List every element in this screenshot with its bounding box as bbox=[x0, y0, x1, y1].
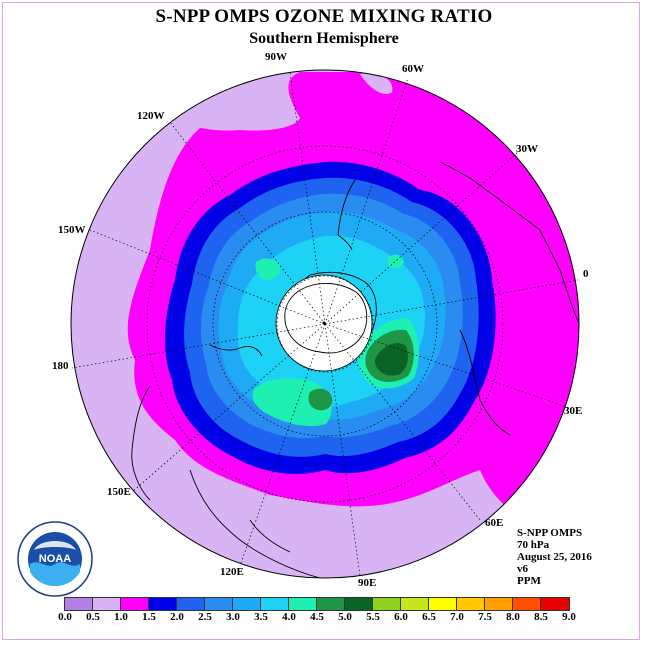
colorbar-tick-label: 8.5 bbox=[534, 611, 548, 623]
region-lavender-notch bbox=[360, 73, 393, 94]
info-date: August 25, 2016 bbox=[517, 551, 592, 563]
noaa-logo: NOAA bbox=[17, 521, 93, 597]
lon-label-90w: 90W bbox=[265, 51, 287, 63]
colorbar-swatch bbox=[401, 598, 429, 610]
lon-label-60w: 60W bbox=[402, 63, 424, 75]
info-block: S-NPP OMPS 70 hPa August 25, 2016 v6 PPM bbox=[517, 527, 592, 587]
colorbar-swatch bbox=[121, 598, 149, 610]
colorbar-swatch bbox=[373, 598, 401, 610]
colorbar-swatch bbox=[485, 598, 513, 610]
lon-label-90e: 90E bbox=[358, 577, 377, 589]
colorbar-tick-label: 0.0 bbox=[58, 611, 72, 623]
colorbar-tick-label: 7.5 bbox=[478, 611, 492, 623]
colorbar-tick-label: 5.0 bbox=[338, 611, 352, 623]
map-subtitle: Southern Hemisphere bbox=[249, 30, 399, 47]
graticule bbox=[71, 71, 579, 577]
lon-label-120e: 120E bbox=[220, 566, 244, 578]
pole-marker bbox=[322, 321, 326, 325]
colorbar-tick-label: 3.0 bbox=[226, 611, 240, 623]
colorbar-swatch bbox=[65, 598, 93, 610]
colorbar-ticks: 0.0 0.5 1.0 1.5 2.0 2.5 3.0 3.5 4.0 4.5 5.0 5.5 6.0 6… bbox=[50, 611, 610, 625]
region-band-55 bbox=[374, 343, 408, 376]
colorbar-swatch bbox=[93, 598, 121, 610]
colorbar-tick-label: 0.5 bbox=[86, 611, 100, 623]
colorbar-swatch bbox=[149, 598, 177, 610]
colorbar-tick-label: 7.0 bbox=[450, 611, 464, 623]
lon-label-30e: 30E bbox=[564, 405, 583, 417]
lon-label-120w: 120W bbox=[137, 110, 165, 122]
colorbar-swatch bbox=[205, 598, 233, 610]
lon-label-60e: 60E bbox=[485, 517, 504, 529]
lon-label-150w: 150W bbox=[58, 224, 86, 236]
colorbar-swatch bbox=[177, 598, 205, 610]
colorbar bbox=[64, 597, 570, 611]
colorbar-tick-label: 2.0 bbox=[170, 611, 184, 623]
region-band-45-west bbox=[255, 258, 281, 280]
colorbar-swatch bbox=[541, 598, 569, 610]
map-title: S-NPP OMPS OZONE MIXING RATIO bbox=[155, 6, 493, 27]
colorbar-tick-label: 4.5 bbox=[310, 611, 324, 623]
colorbar-swatch bbox=[261, 598, 289, 610]
antarctica-outline bbox=[284, 283, 368, 354]
colorbar-swatch bbox=[457, 598, 485, 610]
colorbar-tick-label: 1.5 bbox=[142, 611, 156, 623]
lon-label-30w: 30W bbox=[516, 143, 538, 155]
colorbar-tick-label: 2.5 bbox=[198, 611, 212, 623]
colorbar-swatch bbox=[513, 598, 541, 610]
colorbar-swatch bbox=[345, 598, 373, 610]
info-units: PPM bbox=[517, 575, 541, 587]
colorbar-tick-label: 9.0 bbox=[562, 611, 576, 623]
colorbar-tick-label: 1.0 bbox=[114, 611, 128, 623]
colorbar-tick-label: 5.5 bbox=[366, 611, 380, 623]
colorbar-tick-label: 6.5 bbox=[422, 611, 436, 623]
colorbar-tick-label: 3.5 bbox=[254, 611, 268, 623]
figure-frame bbox=[2, 2, 640, 640]
colorbar-tick-label: 6.0 bbox=[394, 611, 408, 623]
colorbar-tick-label: 4.0 bbox=[282, 611, 296, 623]
colorbar-swatch bbox=[233, 598, 261, 610]
info-version: v6 bbox=[517, 563, 528, 575]
region-band-5-south bbox=[308, 388, 333, 411]
lon-label-0: 0 bbox=[583, 268, 589, 280]
map-boundary bbox=[70, 69, 580, 579]
info-level: 70 hPa bbox=[517, 539, 550, 551]
noaa-logo-text: NOAA bbox=[39, 553, 71, 565]
colorbar-swatch bbox=[429, 598, 457, 610]
colorbar-swatch bbox=[317, 598, 345, 610]
colorbar-tick-label: 8.0 bbox=[506, 611, 520, 623]
region-band-45-south bbox=[252, 378, 332, 427]
colorbar-swatch bbox=[289, 598, 317, 610]
lon-label-180: 180 bbox=[52, 360, 69, 372]
lon-label-150e: 150E bbox=[107, 486, 131, 498]
info-instrument: S-NPP OMPS bbox=[517, 527, 583, 539]
region-lavender-west bbox=[175, 111, 300, 131]
